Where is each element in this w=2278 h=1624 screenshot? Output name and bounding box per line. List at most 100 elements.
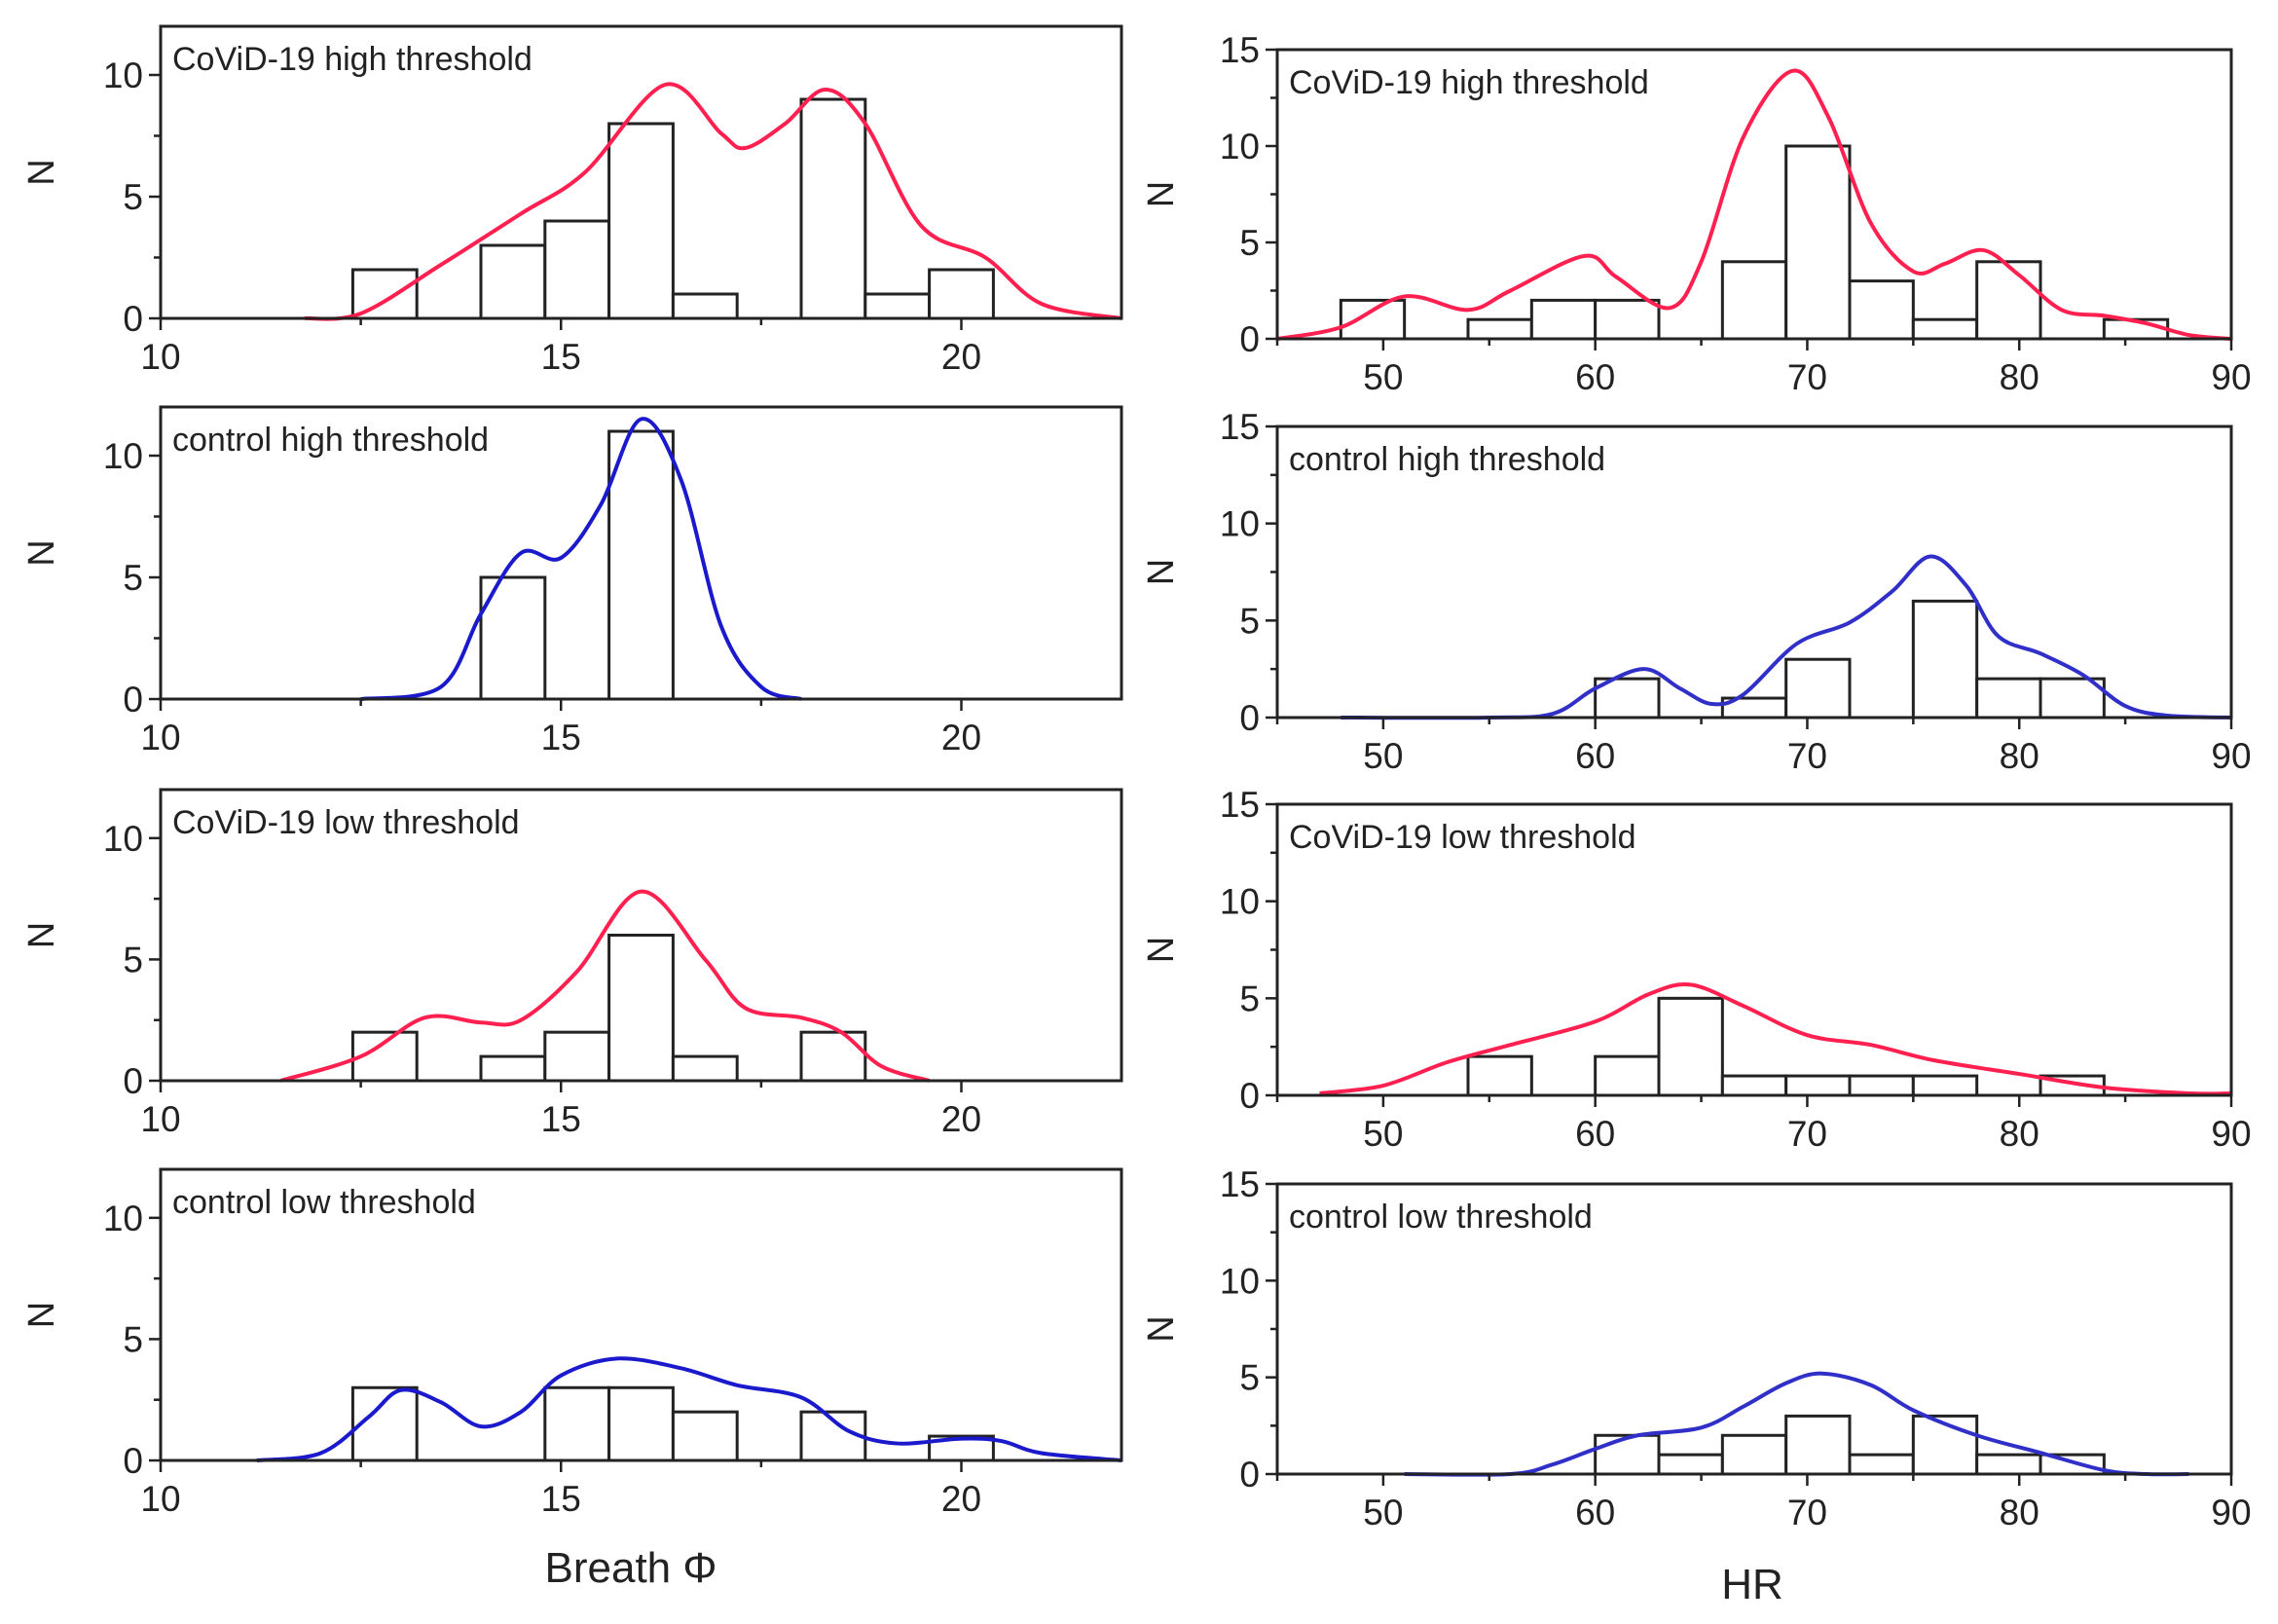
x-tick-label: 15 — [541, 1099, 581, 1139]
x-tick-label: 50 — [1363, 736, 1403, 776]
y-tick-label: 0 — [1239, 1455, 1260, 1495]
histogram-bar — [479, 1054, 547, 1083]
x-tick-label: 70 — [1787, 736, 1827, 776]
y-tick-label: 5 — [123, 558, 143, 598]
y-axis-label: N — [1141, 937, 1182, 963]
y-axis-label: N — [1141, 1315, 1182, 1342]
x-tick-label: 80 — [2000, 357, 2039, 397]
histogram-panel: 0 5 10 15 50 60 70 80 90 control high threshold N — [1141, 407, 2252, 776]
x-tick-label: 80 — [2000, 1493, 2039, 1532]
x-tick-label: 90 — [2211, 357, 2251, 397]
y-tick-label: 10 — [103, 1199, 143, 1238]
y-tick-label: 0 — [1239, 698, 1260, 738]
histogram-bar — [1911, 1074, 1979, 1097]
histogram-panel: 0 5 10 15 50 60 70 80 90 CoViD-19 high threshold N — [1141, 30, 2252, 397]
plot-frame — [159, 1167, 1123, 1462]
x-tick-label: 80 — [2000, 1114, 2039, 1154]
histogram-bar — [1848, 1453, 1915, 1476]
y-tick-label: 10 — [1220, 882, 1260, 922]
x-tick-label: 50 — [1363, 1493, 1403, 1532]
histogram-bar — [1911, 599, 1979, 720]
y-tick-label: 0 — [1239, 319, 1260, 359]
x-tick-label: 80 — [2000, 736, 2039, 776]
y-tick-label: 5 — [123, 940, 143, 979]
y-tick-label: 10 — [1220, 504, 1260, 544]
histogram-bar — [607, 934, 675, 1083]
y-tick-label: 0 — [123, 680, 143, 720]
x-tick-label: 90 — [2211, 1114, 2251, 1154]
y-axis-label: N — [21, 159, 62, 185]
density-curve — [304, 82, 1122, 321]
y-tick-label: 15 — [1220, 1164, 1260, 1204]
panel-title: CoViD-19 low threshold — [1289, 819, 1636, 856]
plot-frame — [159, 405, 1123, 701]
histogram-bar — [671, 1054, 739, 1083]
histogram-bar — [607, 122, 675, 320]
panel-title: CoViD-19 high threshold — [1289, 64, 1649, 101]
histogram-bar — [1784, 144, 1852, 341]
x-tick-label: 10 — [140, 1479, 180, 1519]
y-tick-label: 5 — [123, 177, 143, 217]
panel-title: control low threshold — [172, 1184, 476, 1221]
y-axis-label: N — [1141, 181, 1182, 207]
y-tick-label: 10 — [103, 819, 143, 859]
density-curve — [1276, 68, 2232, 341]
histogram-bar — [1657, 1453, 1724, 1476]
histogram-bar — [671, 1410, 739, 1462]
x-tick-label: 15 — [541, 718, 581, 757]
density-curve — [1404, 1371, 2189, 1477]
x-tick-label: 60 — [1575, 736, 1615, 776]
y-tick-label: 10 — [103, 436, 143, 476]
y-tick-label: 10 — [1220, 1261, 1260, 1301]
panel-title: CoViD-19 low threshold — [172, 804, 520, 841]
histogram-bar — [1466, 1054, 1533, 1097]
histogram-bar — [2039, 1453, 2106, 1476]
y-axis-label: N — [21, 1302, 62, 1328]
y-axis-label: N — [21, 922, 62, 948]
panel-title: control low threshold — [1289, 1199, 1593, 1236]
histogram-bar — [1975, 677, 2042, 720]
histogram-bar — [1466, 317, 1533, 341]
x-tick-label: 50 — [1363, 357, 1403, 397]
y-tick-label: 0 — [123, 1441, 143, 1481]
histogram-bar — [863, 292, 932, 320]
plot-frame — [159, 24, 1123, 320]
y-tick-label: 5 — [1239, 223, 1260, 263]
density-curve — [360, 417, 802, 701]
density-curve — [279, 889, 931, 1083]
histogram-bar — [1594, 1433, 1661, 1476]
density-curve — [256, 1356, 1122, 1462]
y-tick-label: 10 — [103, 55, 143, 95]
x-tick-label: 20 — [941, 718, 981, 757]
x-tick-label: 70 — [1787, 1114, 1827, 1154]
x-tick-label: 15 — [541, 1479, 581, 1519]
x-tick-label: 50 — [1363, 1114, 1403, 1154]
x-tick-label: 60 — [1575, 1114, 1615, 1154]
y-tick-label: 0 — [123, 1061, 143, 1101]
y-tick-label: 0 — [123, 299, 143, 339]
histogram-bar — [543, 1030, 611, 1083]
histogram-bar — [928, 268, 995, 320]
plot-frame — [159, 788, 1123, 1083]
x-tick-label: 90 — [2211, 1493, 2251, 1532]
y-tick-label: 10 — [1220, 127, 1260, 166]
histogram-bar — [1784, 1414, 1852, 1476]
histogram-bar — [607, 429, 675, 701]
x-tick-label: 10 — [140, 718, 180, 757]
histogram-bar — [1975, 260, 2042, 341]
histogram-bar — [543, 1385, 611, 1462]
histogram-bar — [1848, 1074, 1915, 1097]
histogram-bar — [479, 243, 547, 320]
y-axis-label: N — [21, 539, 62, 566]
histogram-bar — [1657, 996, 1724, 1097]
x-tick-label: 15 — [541, 337, 581, 377]
x-tick-label: 70 — [1787, 1493, 1827, 1532]
density-curve — [1341, 554, 2232, 720]
histogram-bar — [1720, 1074, 1788, 1097]
histogram-bar — [671, 292, 739, 320]
x-axis-label: Breath Φ — [545, 1544, 717, 1592]
histogram-panel: 0 5 10 15 50 60 70 80 90 control low threshold N HR — [1141, 1164, 2252, 1608]
panel-title: control high threshold — [172, 422, 489, 459]
y-tick-label: 5 — [1239, 1358, 1260, 1398]
